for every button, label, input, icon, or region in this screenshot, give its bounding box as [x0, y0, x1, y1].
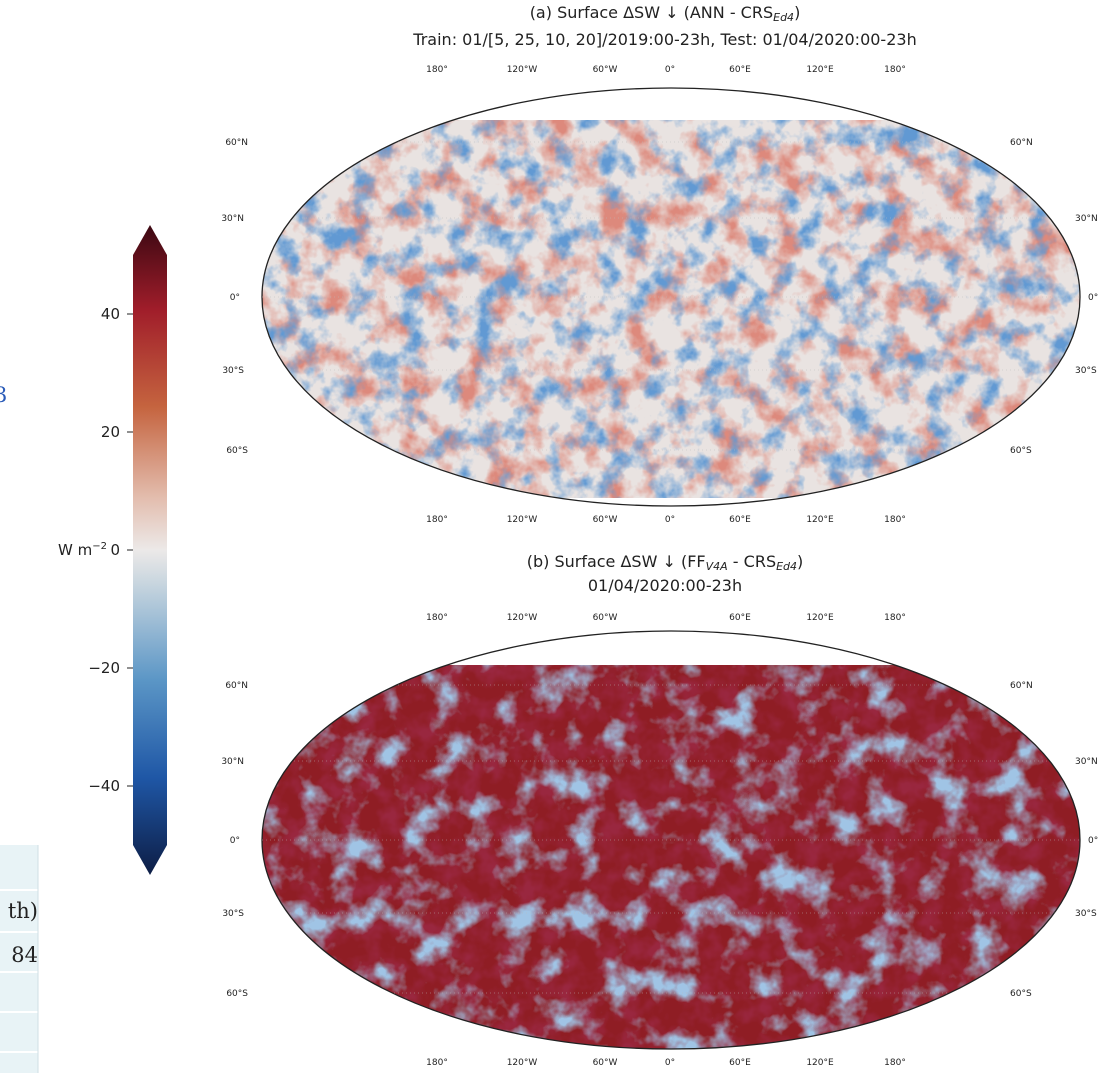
latitude-label: 60°N [225, 138, 248, 148]
latitude-label: 0° [230, 836, 240, 846]
longitude-label: 60°W [593, 1058, 618, 1068]
title-text: ) [797, 552, 803, 571]
latitude-label: 0° [230, 293, 240, 303]
colorbar-tick-label: −40 [88, 777, 120, 795]
colorbar-label: W m−2 [58, 541, 107, 559]
latitude-label: 60°N [225, 681, 248, 691]
longitude-label: 60°W [593, 613, 618, 623]
panel-subtitle: Train: 01/[5, 25, 10, 20]/2019:00-23h, T… [412, 30, 916, 49]
cropped-text: 3 [0, 383, 7, 407]
title-text: - CRS [728, 552, 776, 571]
longitude-label: 120°E [806, 1058, 834, 1068]
longitude-label: 120°W [507, 515, 538, 525]
longitude-label: 180° [426, 1058, 448, 1068]
longitude-label: 180° [884, 613, 906, 623]
latitude-label: 60°S [1010, 446, 1032, 456]
colorbar: W m−2 40 20 0 −20 −40 [58, 225, 167, 875]
cropped-text: th) [8, 899, 38, 923]
longitude-label: 0° [665, 1058, 675, 1068]
colorbar-tick-label: 0 [110, 541, 120, 559]
cropped-text: 84 [11, 943, 38, 967]
colorbar-tick-label: 20 [101, 423, 120, 441]
colorbar-body [133, 225, 167, 875]
colorbar-tick-label: 40 [101, 305, 120, 323]
longitude-label: 180° [884, 515, 906, 525]
latitude-label: 30°S [1075, 366, 1097, 376]
panel-subtitle: 01/04/2020:00-23h [588, 576, 742, 595]
longitude-label: 60°W [593, 65, 618, 75]
colorbar-tick-label: −20 [88, 659, 120, 677]
map-field-texture [262, 665, 1080, 1050]
title-text: (b) Surface ΔSW ↓ (FF [527, 552, 706, 571]
longitude-label: 180° [884, 65, 906, 75]
page: 3 th) 84 (a) Surface ΔSW ↓ (ANN - CRSEd4… [0, 0, 1099, 1073]
longitude-label: 60°E [729, 613, 751, 623]
longitude-label: 60°E [729, 65, 751, 75]
latitude-label: 30°N [1075, 757, 1098, 767]
longitude-label: 180° [426, 65, 448, 75]
colorbar-label-text: W m [58, 541, 92, 559]
map-field-texture [262, 120, 1080, 498]
cropped-table: 3 th) 84 [0, 383, 38, 1073]
latitude-label: 60°N [1010, 681, 1033, 691]
longitude-label: 180° [426, 613, 448, 623]
latitude-label: 30°N [221, 757, 244, 767]
longitude-label: 120°E [806, 613, 834, 623]
longitude-label: 120°W [507, 65, 538, 75]
longitude-label: 120°W [507, 613, 538, 623]
latitude-label: 0° [1088, 836, 1098, 846]
longitude-label: 60°E [729, 1058, 751, 1068]
latitude-label: 60°S [226, 446, 248, 456]
longitude-label: 120°E [806, 515, 834, 525]
latitude-label: 0° [1088, 293, 1098, 303]
longitude-label: 180° [884, 1058, 906, 1068]
panel-title: (b) Surface ΔSW ↓ (FFV4A - CRSEd4) [527, 552, 804, 573]
latitude-label: 60°S [1010, 989, 1032, 999]
latitude-label: 30°S [222, 909, 244, 919]
figure: 3 th) 84 (a) Surface ΔSW ↓ (ANN - CRSEd4… [0, 0, 1099, 1073]
latitude-label: 60°N [1010, 138, 1033, 148]
map-panel-b: (b) Surface ΔSW ↓ (FFV4A - CRSEd4) 01/04/… [221, 552, 1098, 1068]
panel-title: (a) Surface ΔSW ↓ (ANN - CRSEd4) [530, 3, 801, 24]
title-text: (a) Surface ΔSW ↓ (ANN - CRS [530, 3, 773, 22]
title-text: ) [794, 3, 800, 22]
latitude-label: 30°S [1075, 909, 1097, 919]
map-panel-a: (a) Surface ΔSW ↓ (ANN - CRSEd4) Train: 0… [221, 3, 1098, 525]
longitude-label: 0° [665, 65, 675, 75]
latitude-label: 60°S [226, 989, 248, 999]
latitude-label: 30°S [222, 366, 244, 376]
longitude-label: 0° [665, 515, 675, 525]
longitude-label: 60°E [729, 515, 751, 525]
longitude-label: 180° [426, 515, 448, 525]
title-subscript: V4A [706, 560, 728, 573]
colorbar-label-sup: −2 [92, 541, 107, 552]
latitude-label: 30°N [221, 214, 244, 224]
latitude-label: 30°N [1075, 214, 1098, 224]
longitude-label: 120°E [806, 65, 834, 75]
title-subscript: Ed4 [776, 560, 797, 573]
title-subscript: Ed4 [773, 11, 794, 24]
longitude-label: 120°W [507, 1058, 538, 1068]
longitude-label: 60°W [593, 515, 618, 525]
